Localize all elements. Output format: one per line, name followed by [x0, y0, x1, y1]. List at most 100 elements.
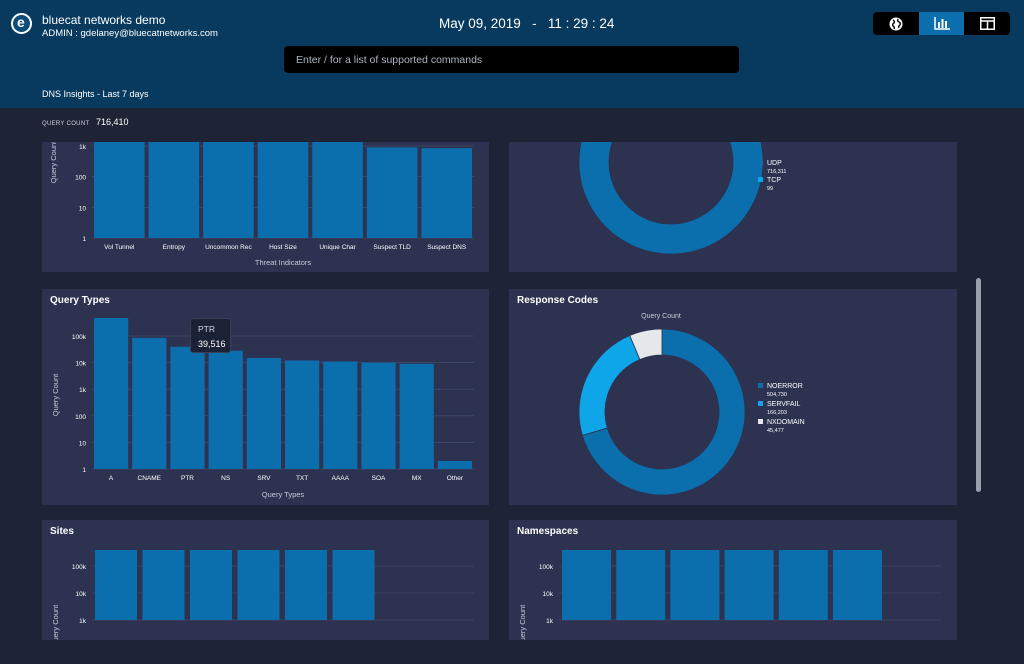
x-tick-label: NS [221, 475, 231, 482]
bar-host-size [257, 142, 309, 238]
view-toolbar [873, 12, 1010, 35]
bar-uncommon-rec [203, 142, 254, 238]
bar-3 [670, 550, 720, 620]
page-subtitle: DNS Insights - Last 7 days [42, 89, 149, 99]
query-types-title: Query Types [50, 295, 110, 306]
y-tick-label: 10k [76, 361, 87, 368]
y-tick-label: 100 [75, 175, 86, 182]
response-code-slice-2 [578, 334, 641, 436]
time: 11 : 29 : 24 [547, 16, 615, 31]
bar-aaaa [323, 361, 358, 469]
response-codes-title: Response Codes [517, 295, 599, 306]
response-codes-chart: Query Count NOERROR 504,730 SERVFAIL 166,203… [578, 313, 805, 496]
query-count-label: QUERY COUNT [42, 121, 90, 127]
x-axis-label: Threat Indicators [255, 258, 312, 267]
bar-chart-icon [933, 17, 950, 30]
x-tick-label: CNAME [138, 475, 162, 482]
bar-6 [833, 550, 882, 620]
chart-tooltip: PTR 39,516 [190, 318, 231, 353]
globe-icon [889, 17, 903, 30]
y-tick-label: 10 [79, 205, 87, 212]
layout-icon [979, 17, 995, 30]
command-input[interactable] [284, 46, 739, 73]
legend-swatch-tcp [758, 177, 763, 182]
y-axis-label: Query Count [51, 373, 60, 416]
threat-indicators-chart: 1k 100 10 1 Vol Tunnel Entropy Uncommon Rec Hos… [49, 142, 474, 267]
date-time: May 09, 2019 - 11 : 29 : 24 [439, 16, 614, 31]
bar-6 [332, 550, 375, 620]
x-tick-label: TXT [296, 475, 308, 482]
layout-view-button[interactable] [964, 12, 1010, 35]
x-tick-label: Uncommon Rec [205, 244, 252, 251]
x-tick-label: Suspect DNS [427, 244, 467, 251]
bar-suspect-dns [421, 148, 472, 238]
x-axis-label: Query Types [262, 490, 305, 499]
y-axis-label: Query Count [518, 604, 527, 640]
bar-srv [246, 357, 281, 469]
scrollbar[interactable] [976, 278, 981, 492]
y-tick-label: 1k [79, 144, 87, 151]
bar-3 [190, 550, 232, 620]
x-tick-label: Other [447, 475, 464, 482]
legend-swatch-udp [758, 160, 763, 165]
x-tick-label: Suspect TLD [373, 244, 411, 251]
bar-mx [399, 363, 434, 469]
bar-1 [95, 550, 137, 620]
y-tick-label: 100 [75, 414, 86, 421]
y-axis-label: Query Count [51, 604, 60, 640]
protocol-donut-chart: UDP 716,311 TCP 99 [578, 142, 786, 255]
query-types-chart: 100k 10k 1k 100 10 1 A CNAME PTR NS SRV TXT AAAA SOA M… [51, 318, 474, 499]
time-separator: - [532, 16, 537, 31]
date: May 09, 2019 [439, 16, 521, 31]
app-title: bluecat networks demo [42, 13, 166, 27]
y-tick-label: 1k [79, 618, 87, 625]
sites-chart: 100k 10k 1k Query Count [51, 550, 474, 640]
bar-4 [724, 550, 774, 620]
y-tick-label: 1k [79, 387, 87, 394]
y-tick-label: 10 [79, 440, 87, 447]
legend-swatch-servfail [758, 401, 763, 406]
legend-value-noerror: 504,730 [767, 392, 787, 398]
namespaces-chart: 100k 10k 1k Query Count [518, 550, 941, 640]
response-code-slice-1 [581, 328, 746, 496]
bar-other [437, 460, 472, 469]
legend-name-tcp: TCP [767, 177, 781, 184]
legend-name-udp: UDP [767, 160, 782, 167]
legend-value-tcp: 99 [767, 186, 773, 192]
x-tick-label: Vol Tunnel [104, 244, 135, 251]
legend-name-nxdomain: NXDOMAIN [767, 419, 805, 426]
protocol-panel: UDP 716,311 TCP 99 [509, 142, 957, 272]
x-tick-label: Unique Char [319, 244, 356, 251]
query-count-summary: QUERY COUNT 716,410 [42, 117, 128, 127]
globe-view-button[interactable] [873, 12, 919, 35]
y-tick-label: 1 [82, 236, 86, 243]
bar-cname [132, 337, 167, 469]
bar-5 [285, 550, 327, 620]
bar-a [94, 318, 129, 469]
bar-entropy [148, 142, 200, 238]
threat-indicators-panel: 1k 100 10 1 Vol Tunnel Entropy Uncommon Rec Hos… [42, 142, 489, 272]
legend-value-udp: 716,311 [767, 169, 786, 175]
legend-swatch-noerror [758, 383, 763, 388]
bar-unique-char [312, 142, 363, 238]
tooltip-label: PTR [198, 324, 215, 334]
y-tick-label: 100k [539, 564, 554, 571]
bar-4 [237, 550, 280, 620]
chart-view-button[interactable] [918, 12, 965, 35]
bar-vol-tunnel [94, 142, 145, 238]
bar-5 [778, 550, 828, 620]
bar-ptr [170, 346, 205, 469]
bar-soa [361, 362, 396, 469]
app-header: e bluecat networks demo ADMIN : gdelaney… [0, 0, 1024, 108]
x-tick-label: AAAA [332, 475, 350, 482]
y-tick-label: 100k [72, 334, 87, 341]
response-codes-panel: Response Codes Query Count NOERROR 504,730… [509, 289, 957, 505]
protocol-slice-1 [578, 142, 764, 255]
legend-swatch-nxdomain [758, 419, 763, 424]
sites-title: Sites [50, 526, 74, 537]
chart-title: Query Count [641, 313, 681, 320]
y-tick-label: 10k [543, 591, 554, 598]
bar-suspect-tld [366, 147, 418, 238]
legend-value-servfail: 166,203 [767, 410, 787, 416]
x-tick-label: SOA [372, 475, 386, 482]
